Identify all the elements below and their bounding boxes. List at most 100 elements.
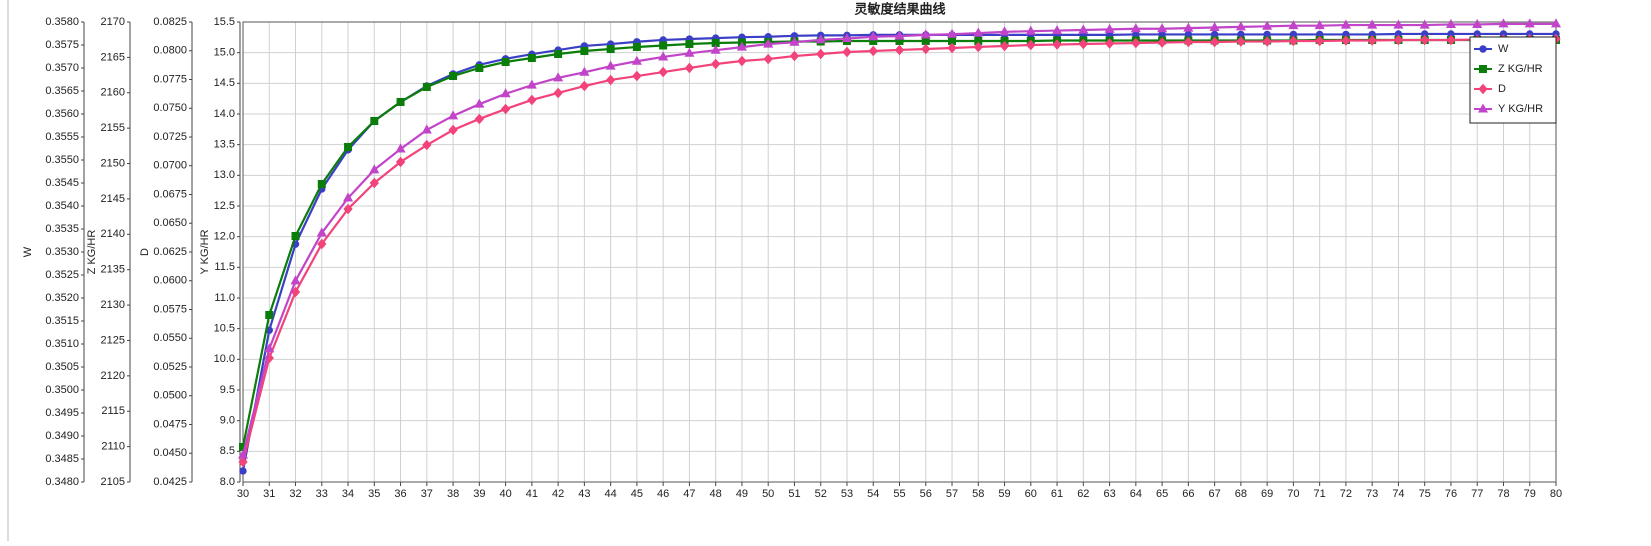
y-tick-label: 0.0425 <box>153 476 187 488</box>
x-tick-label: 44 <box>605 488 617 500</box>
marker <box>1472 18 1483 28</box>
x-tick-label: 78 <box>1497 488 1509 500</box>
marker <box>1446 34 1456 46</box>
marker <box>1393 19 1404 29</box>
marker <box>1419 19 1430 29</box>
y-tick-label: 0.3545 <box>45 177 79 189</box>
marker <box>920 29 931 39</box>
marker <box>999 40 1010 52</box>
x-tick-label: 64 <box>1130 488 1142 500</box>
marker <box>1367 19 1378 29</box>
legend-label: Z KG/HR <box>1498 63 1543 75</box>
marker <box>553 72 564 82</box>
marker <box>632 70 642 82</box>
marker <box>369 177 379 189</box>
x-tick-label: 62 <box>1077 488 1089 500</box>
marker <box>1209 36 1220 48</box>
y-tick-label: 14.5 <box>214 77 235 89</box>
marker <box>1314 20 1325 30</box>
marker <box>1262 20 1273 30</box>
marker <box>421 124 432 134</box>
y-tick-label: 13.0 <box>214 169 235 181</box>
y-tick-label: 0.3570 <box>45 62 79 74</box>
marker <box>1052 39 1062 50</box>
marker <box>1078 38 1088 50</box>
marker <box>369 164 380 174</box>
marker <box>710 44 721 54</box>
marker <box>1236 36 1246 47</box>
y-tick-label: 11.0 <box>214 292 235 304</box>
marker <box>579 66 590 76</box>
y-tick-label: 13.5 <box>214 139 235 151</box>
marker <box>475 64 484 72</box>
marker <box>449 71 458 80</box>
x-tick-label: 76 <box>1445 488 1457 500</box>
marker <box>448 124 458 136</box>
marker <box>763 53 773 65</box>
y-tick-label: 0.0725 <box>153 131 187 143</box>
marker <box>921 43 931 55</box>
x-tick-label: 79 <box>1524 488 1536 500</box>
x-tick-label: 35 <box>368 488 380 500</box>
marker <box>1445 18 1457 28</box>
y-tick-label: 0.0550 <box>153 332 187 344</box>
marker <box>554 49 563 58</box>
marker <box>317 238 327 250</box>
marker <box>1477 103 1489 113</box>
y-tick-label: 2145 <box>101 193 125 205</box>
y-tick-label: 2135 <box>101 264 125 276</box>
x-tick-label: 33 <box>316 488 328 500</box>
x-tick-label: 32 <box>289 488 301 500</box>
x-tick-label: 43 <box>578 488 590 500</box>
marker <box>1314 35 1325 47</box>
x-tick-label: 70 <box>1287 488 1299 500</box>
legend-label: D <box>1498 83 1506 95</box>
marker <box>1479 65 1487 73</box>
marker <box>816 48 826 60</box>
marker <box>474 98 485 108</box>
x-tick-label: 41 <box>526 488 538 500</box>
marker <box>316 227 327 237</box>
x-tick-label: 42 <box>552 488 564 500</box>
x-tick-label: 73 <box>1366 488 1378 500</box>
y-tick-label: 0.0775 <box>153 73 187 85</box>
marker <box>684 62 695 74</box>
x-tick-label: 47 <box>683 488 695 500</box>
plot-border <box>242 21 1557 483</box>
marker <box>1130 23 1141 33</box>
y-tick-label: 2160 <box>101 87 125 99</box>
marker <box>1341 35 1351 46</box>
marker <box>370 117 379 126</box>
marker <box>1157 23 1168 33</box>
marker <box>264 343 275 353</box>
marker <box>527 54 536 63</box>
marker <box>1078 24 1089 34</box>
legend-label: W <box>1498 43 1509 55</box>
marker <box>474 113 485 125</box>
y-tick-label: 0.3560 <box>45 108 79 120</box>
y-tick-label: 0.0750 <box>153 102 187 114</box>
y-tick-label: 0.3480 <box>45 476 79 488</box>
marker <box>868 45 878 57</box>
marker <box>501 57 510 66</box>
marker <box>1479 45 1487 53</box>
marker <box>999 26 1010 36</box>
y-tick-label: 12.0 <box>214 231 235 243</box>
marker <box>711 58 721 70</box>
marker <box>1288 35 1299 47</box>
y-tick-label: 8.0 <box>220 476 235 488</box>
x-tick-label: 46 <box>657 488 669 500</box>
legend-label: Y KG/HR <box>1498 103 1543 115</box>
x-tick-label: 51 <box>788 488 800 500</box>
y-tick-label: 15.0 <box>214 47 235 59</box>
marker <box>396 97 405 106</box>
y-tick-label: 0.3580 <box>45 16 79 28</box>
x-tick-label: 48 <box>710 488 722 500</box>
marker <box>658 66 668 78</box>
marker <box>868 31 879 41</box>
x-tick-label: 55 <box>893 488 905 500</box>
y-tick-label: 9.0 <box>220 415 235 427</box>
marker <box>448 110 459 120</box>
y-tick-label: 2115 <box>101 405 125 417</box>
